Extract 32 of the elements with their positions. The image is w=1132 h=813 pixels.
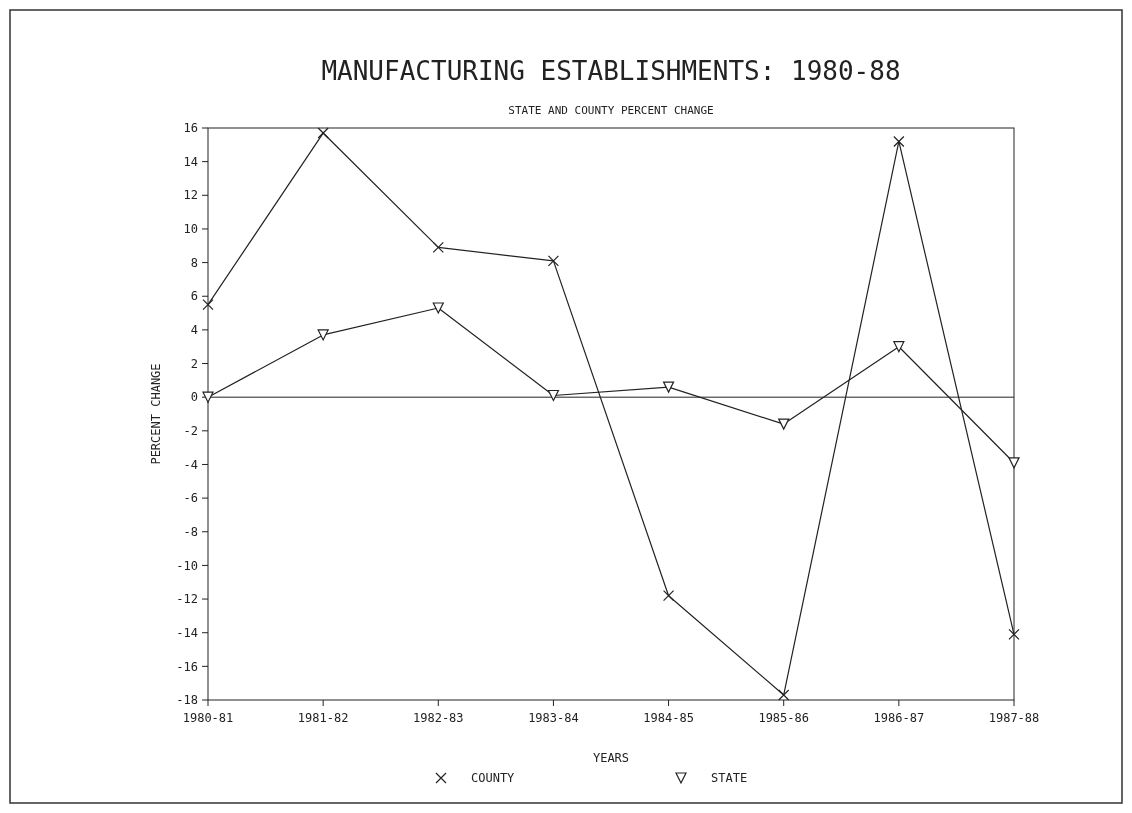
y-tick-label: -16	[176, 659, 198, 674]
y-tick-label: -10	[176, 558, 198, 573]
y-tick-label: -12	[176, 592, 198, 607]
legend-label: COUNTY	[471, 771, 516, 785]
x-axis-title: YEARS	[592, 751, 630, 765]
y-tick-label: 6	[190, 289, 198, 304]
y-tick-label: -4	[183, 457, 198, 472]
x-tick-label: 1980-81	[182, 711, 234, 725]
y-tick-label: 2	[190, 356, 198, 371]
y-tick-label: 4	[190, 323, 198, 338]
x-tick-label: 1981-82	[297, 711, 349, 725]
x-tick-label: 1985-86	[758, 711, 809, 725]
x-tick-label: 1984-85	[643, 711, 694, 725]
y-tick-label: 0	[190, 390, 198, 405]
y-tick-label: -8	[183, 524, 198, 539]
y-tick-label: -6	[183, 491, 198, 506]
y-tick-label: 12	[183, 188, 198, 203]
y-tick-label: 14	[183, 154, 198, 169]
y-tick-label: -14	[176, 625, 198, 640]
chart-title: MANUFACTURING ESTABLISHMENTS: 1980-88	[321, 56, 901, 86]
x-tick-label: 1986-87	[873, 711, 925, 725]
x-tick-label: 1983-84	[528, 711, 579, 725]
y-tick-label: -2	[183, 424, 198, 439]
y-tick-label: 10	[183, 222, 198, 237]
legend-label: STATE	[711, 771, 748, 785]
y-tick-label: 16	[183, 121, 198, 136]
chart-subtitle: STATE AND COUNTY PERCENT CHANGE	[508, 104, 714, 117]
x-tick-label: 1987-88	[988, 711, 1040, 725]
y-tick-label: -18	[176, 693, 198, 708]
y-tick-label: 8	[190, 255, 198, 270]
x-tick-label: 1982-83	[413, 711, 464, 725]
y-axis-title: PERCENT CHANGE	[149, 363, 163, 465]
